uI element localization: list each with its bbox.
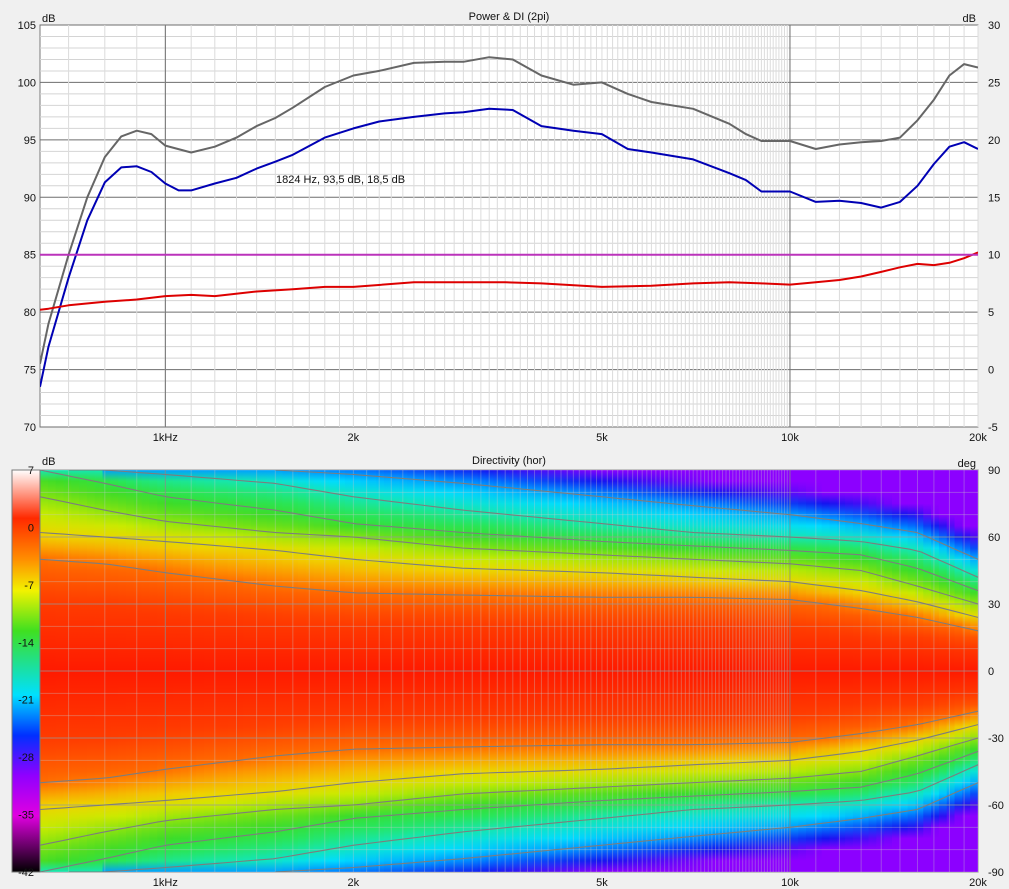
angle-tick-label: 60 [988,532,1000,544]
contour-line-0 [40,558,978,632]
contour-line-3 [40,470,978,592]
power-di-left-unit: dB [42,13,55,25]
directivity-title: Directivity (hor) [472,455,546,467]
power-di-right-unit: dB [963,13,976,25]
x-tick-label: 10k [781,432,799,444]
y2-tick-label: 10 [988,250,1000,262]
contour-line-3 [40,750,978,872]
y-tick-label: 75 [24,365,36,377]
x-tick-label: 2k [348,432,360,444]
angle-tick-label: -90 [988,867,1004,879]
x-tick-label: 10k [781,877,799,889]
y-tick-label: 90 [24,192,36,204]
directivity-chart: 90 60 30 0 -30 -60 -90 1kHz 2k 5k 10k 20k 7 0 -7 -14 -2… [11,455,1004,889]
angle-tick-label: 30 [988,599,1000,611]
x-tick-label: 1kHz [153,432,178,444]
y2-tick-label: 15 [988,192,1000,204]
y-tick-label: 95 [24,135,36,147]
directivity-right-unit: deg [958,458,976,470]
colorbar-tick-label: -28 [18,752,34,764]
y-tick-label: 70 [24,422,36,434]
x-tick-label: 2k [348,877,360,889]
colorbar-tick-label: -35 [18,810,34,822]
angle-tick-label: 90 [988,465,1000,477]
colorbar-tick-label: -21 [18,695,34,707]
y-tick-label: 80 [24,307,36,319]
power-di-title: Power & DI (2pi) [469,11,550,23]
y2-tick-label: 0 [988,365,994,377]
cursor-readout: 1824 Hz, 93,5 dB, 18,5 dB [276,174,405,186]
directivity-left-unit: dB [42,456,55,468]
colorbar-tick-label: -42 [18,867,34,879]
y2-tick-label: -5 [988,422,998,434]
y2-tick-label: 20 [988,135,1000,147]
y2-tick-label: 5 [988,307,994,319]
colorbar-tick-label: -14 [18,637,34,649]
y-tick-label: 85 [24,250,36,262]
x-tick-label: 5k [596,432,608,444]
series-line-0[interactable] [40,56,978,365]
contour-line-2 [40,496,978,605]
y2-tick-label: 30 [988,20,1000,32]
contour-line-1 [40,531,978,618]
power-di-plot-area[interactable] [39,24,979,428]
contour-line-4 [68,470,978,578]
y2-tick-label: 25 [988,77,1000,89]
x-tick-label: 20k [969,432,987,444]
colorbar-tick-label: -7 [24,580,34,592]
colorbar [11,469,41,873]
x-tick-label: 1kHz [153,877,178,889]
contour-line-1 [40,724,978,811]
contour-line-5 [275,782,978,872]
angle-tick-label: 0 [988,666,994,678]
y-tick-label: 100 [18,77,36,89]
contour-line-0 [40,710,978,784]
series-line-2[interactable] [40,251,978,311]
series-line-1[interactable] [40,107,978,388]
contour-line-2 [40,737,978,846]
x-tick-label: 5k [596,877,608,889]
contour-line-4 [68,764,978,872]
contour-line-5 [275,470,978,560]
x-tick-label: 20k [969,877,987,889]
y-tick-label: 105 [18,20,36,32]
power-di-chart: 70 75 80 85 90 95 100 105 -5 0 5 10 15 20 25 30 1kHz 2k 5k… [18,11,1001,444]
colorbar-tick-label: 7 [28,465,34,477]
angle-tick-label: -60 [988,800,1004,812]
angle-tick-label: -30 [988,733,1004,745]
colorbar-tick-label: 0 [28,522,34,534]
